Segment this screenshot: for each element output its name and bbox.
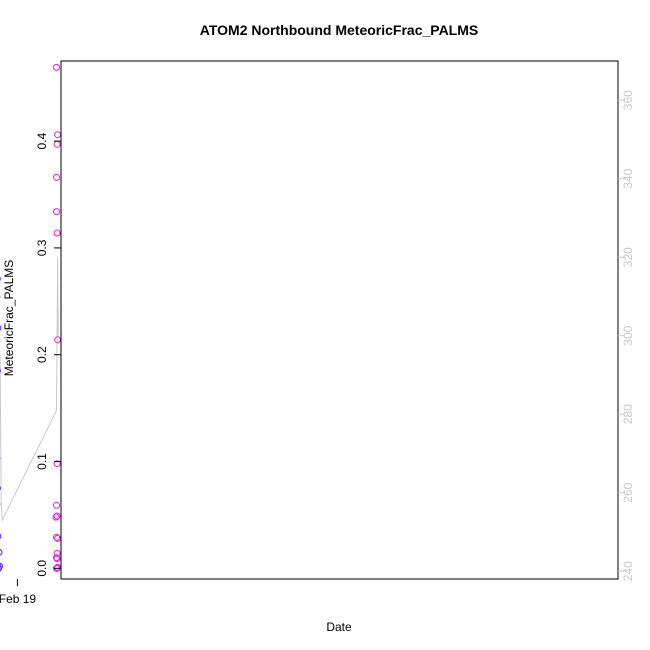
data-point [53,549,61,557]
x-tick-label: Feb 19 [0,592,36,606]
y2-tick-label: 320 [621,247,635,267]
data-point [53,173,60,181]
data-point [54,131,62,139]
y-tick-label: 0.0 [35,560,49,577]
y-axis-label: MeteoricFrac_PALMS [2,260,16,376]
data-point [53,140,61,148]
series-4 [0,276,3,572]
data-point [53,63,60,71]
data-point [0,325,2,331]
y-axis-left: 0.0 0.1 0.2 0.3 0.4 [35,132,61,577]
y-tick-label: 0.3 [35,239,49,256]
data-point [53,512,61,520]
data-point [0,533,2,540]
data-point [53,229,61,237]
data-point [53,460,61,468]
data-point [53,208,60,216]
y-axis-right: 240 260 280 300 320 340 360 [618,90,635,581]
data-point [0,562,3,570]
y2-tick-label: 280 [621,404,635,424]
data-point [53,555,61,563]
data-point [53,501,60,509]
y-tick-label: 0.1 [35,453,49,470]
x-axis-label: Date [326,620,352,634]
chart-title: ATOM2 Northbound MeteoricFrac_PALMS [200,22,478,38]
data-point [0,548,3,556]
y2-tick-label: 300 [621,325,635,345]
data-point [53,533,60,541]
data-point [54,336,62,344]
y2-tick-label: 340 [621,168,635,188]
x-axis: Feb 11Feb 13Feb 15Feb 17Feb 19 [0,579,36,606]
y-tick-label: 0.2 [35,346,49,363]
plot-frame [60,60,619,580]
data-point [0,565,2,572]
y2-tick-label: 260 [621,482,635,502]
y2-tick-label: 240 [621,561,635,581]
data-point [52,513,60,521]
y-tick-label: 0.4 [35,132,49,149]
y2-tick-label: 360 [621,90,635,110]
